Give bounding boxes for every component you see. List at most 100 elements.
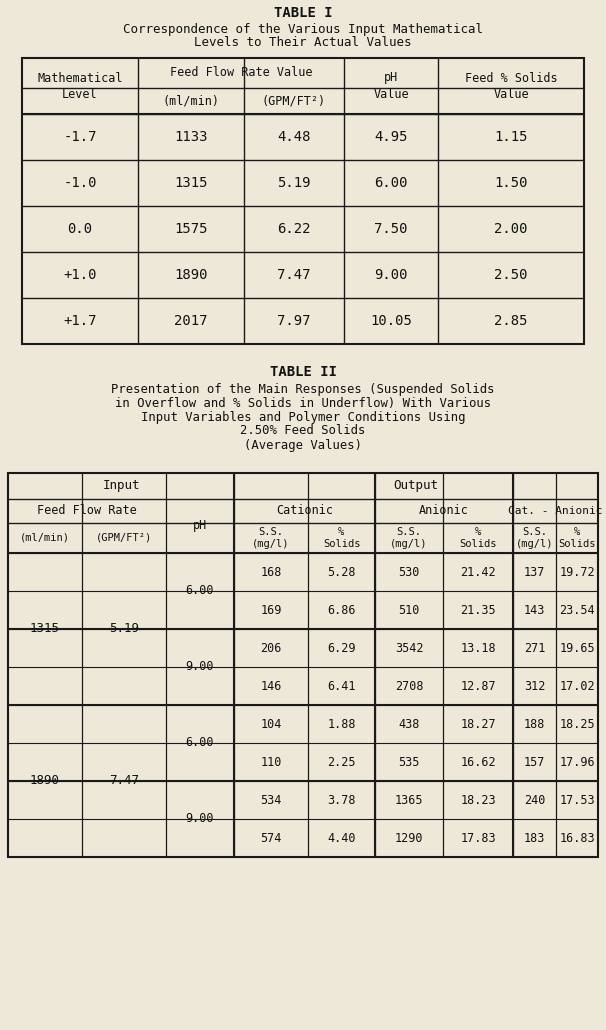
Text: 1890: 1890 [175, 268, 208, 282]
Text: 240: 240 [524, 793, 545, 806]
Text: 1890: 1890 [30, 775, 60, 788]
Text: 534: 534 [261, 793, 282, 806]
Text: pH
Value: pH Value [373, 71, 409, 101]
Text: 169: 169 [261, 604, 282, 617]
Text: 2.85: 2.85 [494, 314, 528, 328]
Text: 19.65: 19.65 [559, 642, 595, 654]
Text: +1.0: +1.0 [63, 268, 97, 282]
Text: in Overflow and % Solids in Underflow) With Various: in Overflow and % Solids in Underflow) W… [115, 397, 491, 410]
Text: 9.00: 9.00 [186, 660, 215, 674]
Text: 10.05: 10.05 [370, 314, 412, 328]
Text: 183: 183 [524, 831, 545, 845]
Text: 530: 530 [398, 565, 420, 579]
Text: S.S.
(mg/l): S.S. (mg/l) [390, 526, 428, 549]
Text: 17.02: 17.02 [559, 680, 595, 692]
Text: 271: 271 [524, 642, 545, 654]
Text: 2708: 2708 [395, 680, 423, 692]
Text: 0.0: 0.0 [67, 222, 93, 236]
Text: 510: 510 [398, 604, 420, 617]
Text: 4.40: 4.40 [327, 831, 356, 845]
Text: %
Solids: % Solids [323, 526, 360, 549]
Text: Cationic: Cationic [276, 505, 333, 517]
Text: 1575: 1575 [175, 222, 208, 236]
Text: 4.95: 4.95 [375, 130, 408, 144]
Text: S.S.
(mg/l): S.S. (mg/l) [516, 526, 553, 549]
Text: (Average Values): (Average Values) [244, 439, 362, 451]
Text: 16.62: 16.62 [460, 755, 496, 768]
Text: 12.87: 12.87 [460, 680, 496, 692]
Text: 18.23: 18.23 [460, 793, 496, 806]
Text: pH: pH [193, 519, 207, 533]
Text: 1133: 1133 [175, 130, 208, 144]
Text: 23.54: 23.54 [559, 604, 595, 617]
Text: 188: 188 [524, 718, 545, 730]
Text: 6.00: 6.00 [186, 736, 215, 750]
Bar [8, 473, 598, 857]
Text: Levels to Their Actual Values: Levels to Their Actual Values [195, 36, 411, 49]
Text: (GPM/FT²): (GPM/FT²) [96, 533, 152, 543]
Text: 104: 104 [261, 718, 282, 730]
Text: 3.78: 3.78 [327, 793, 356, 806]
Text: 9.00: 9.00 [186, 813, 215, 825]
Text: 6.00: 6.00 [186, 584, 215, 597]
Text: 574: 574 [261, 831, 282, 845]
Text: 1365: 1365 [395, 793, 423, 806]
Text: Cat. - Anionic: Cat. - Anionic [508, 506, 603, 516]
Text: 18.25: 18.25 [559, 718, 595, 730]
Text: Correspondence of the Various Input Mathematical: Correspondence of the Various Input Math… [123, 23, 483, 35]
Text: 21.42: 21.42 [460, 565, 496, 579]
Text: 19.72: 19.72 [559, 565, 595, 579]
Text: Feed Flow Rate Value: Feed Flow Rate Value [170, 67, 312, 79]
Text: 13.18: 13.18 [460, 642, 496, 654]
Text: Feed % Solids
Value: Feed % Solids Value [465, 71, 558, 101]
Text: 7.47: 7.47 [278, 268, 311, 282]
Text: 2.50% Feed Solids: 2.50% Feed Solids [241, 424, 365, 438]
Text: 1315: 1315 [175, 176, 208, 190]
Text: 6.00: 6.00 [375, 176, 408, 190]
Text: 18.27: 18.27 [460, 718, 496, 730]
Text: 5.19: 5.19 [109, 622, 139, 636]
Text: Input: Input [102, 480, 140, 492]
Text: 438: 438 [398, 718, 420, 730]
Text: 7.50: 7.50 [375, 222, 408, 236]
Text: %
Solids: % Solids [558, 526, 596, 549]
Text: +1.7: +1.7 [63, 314, 97, 328]
Text: Presentation of the Main Responses (Suspended Solids: Presentation of the Main Responses (Susp… [112, 382, 494, 396]
Text: 143: 143 [524, 604, 545, 617]
Text: 1.15: 1.15 [494, 130, 528, 144]
Text: 6.29: 6.29 [327, 642, 356, 654]
Text: 17.83: 17.83 [460, 831, 496, 845]
Text: 9.00: 9.00 [375, 268, 408, 282]
Text: 1.50: 1.50 [494, 176, 528, 190]
Text: Input Variables and Polymer Conditions Using: Input Variables and Polymer Conditions U… [141, 411, 465, 423]
Text: 17.53: 17.53 [559, 793, 595, 806]
Text: 1.88: 1.88 [327, 718, 356, 730]
Text: 5.19: 5.19 [278, 176, 311, 190]
Text: 312: 312 [524, 680, 545, 692]
Text: 6.22: 6.22 [278, 222, 311, 236]
Text: S.S.
(mg/l): S.S. (mg/l) [252, 526, 290, 549]
Text: 146: 146 [261, 680, 282, 692]
Text: 17.96: 17.96 [559, 755, 595, 768]
Text: 6.86: 6.86 [327, 604, 356, 617]
Text: 7.97: 7.97 [278, 314, 311, 328]
Text: (ml/min): (ml/min) [162, 95, 219, 107]
Text: 1290: 1290 [395, 831, 423, 845]
Text: Mathematical
Level: Mathematical Level [37, 71, 123, 101]
Text: 7.47: 7.47 [109, 775, 139, 788]
Text: 2.50: 2.50 [494, 268, 528, 282]
Text: Feed Flow Rate: Feed Flow Rate [37, 505, 137, 517]
Text: TABLE I: TABLE I [274, 6, 332, 20]
Text: 3542: 3542 [395, 642, 423, 654]
Text: Output: Output [393, 480, 439, 492]
Text: (ml/min): (ml/min) [20, 533, 70, 543]
Text: 137: 137 [524, 565, 545, 579]
Text: 157: 157 [524, 755, 545, 768]
Text: 2.25: 2.25 [327, 755, 356, 768]
Text: 5.28: 5.28 [327, 565, 356, 579]
Text: 206: 206 [261, 642, 282, 654]
Text: 6.41: 6.41 [327, 680, 356, 692]
Text: 168: 168 [261, 565, 282, 579]
Text: 110: 110 [261, 755, 282, 768]
Text: TABLE II: TABLE II [270, 365, 336, 379]
